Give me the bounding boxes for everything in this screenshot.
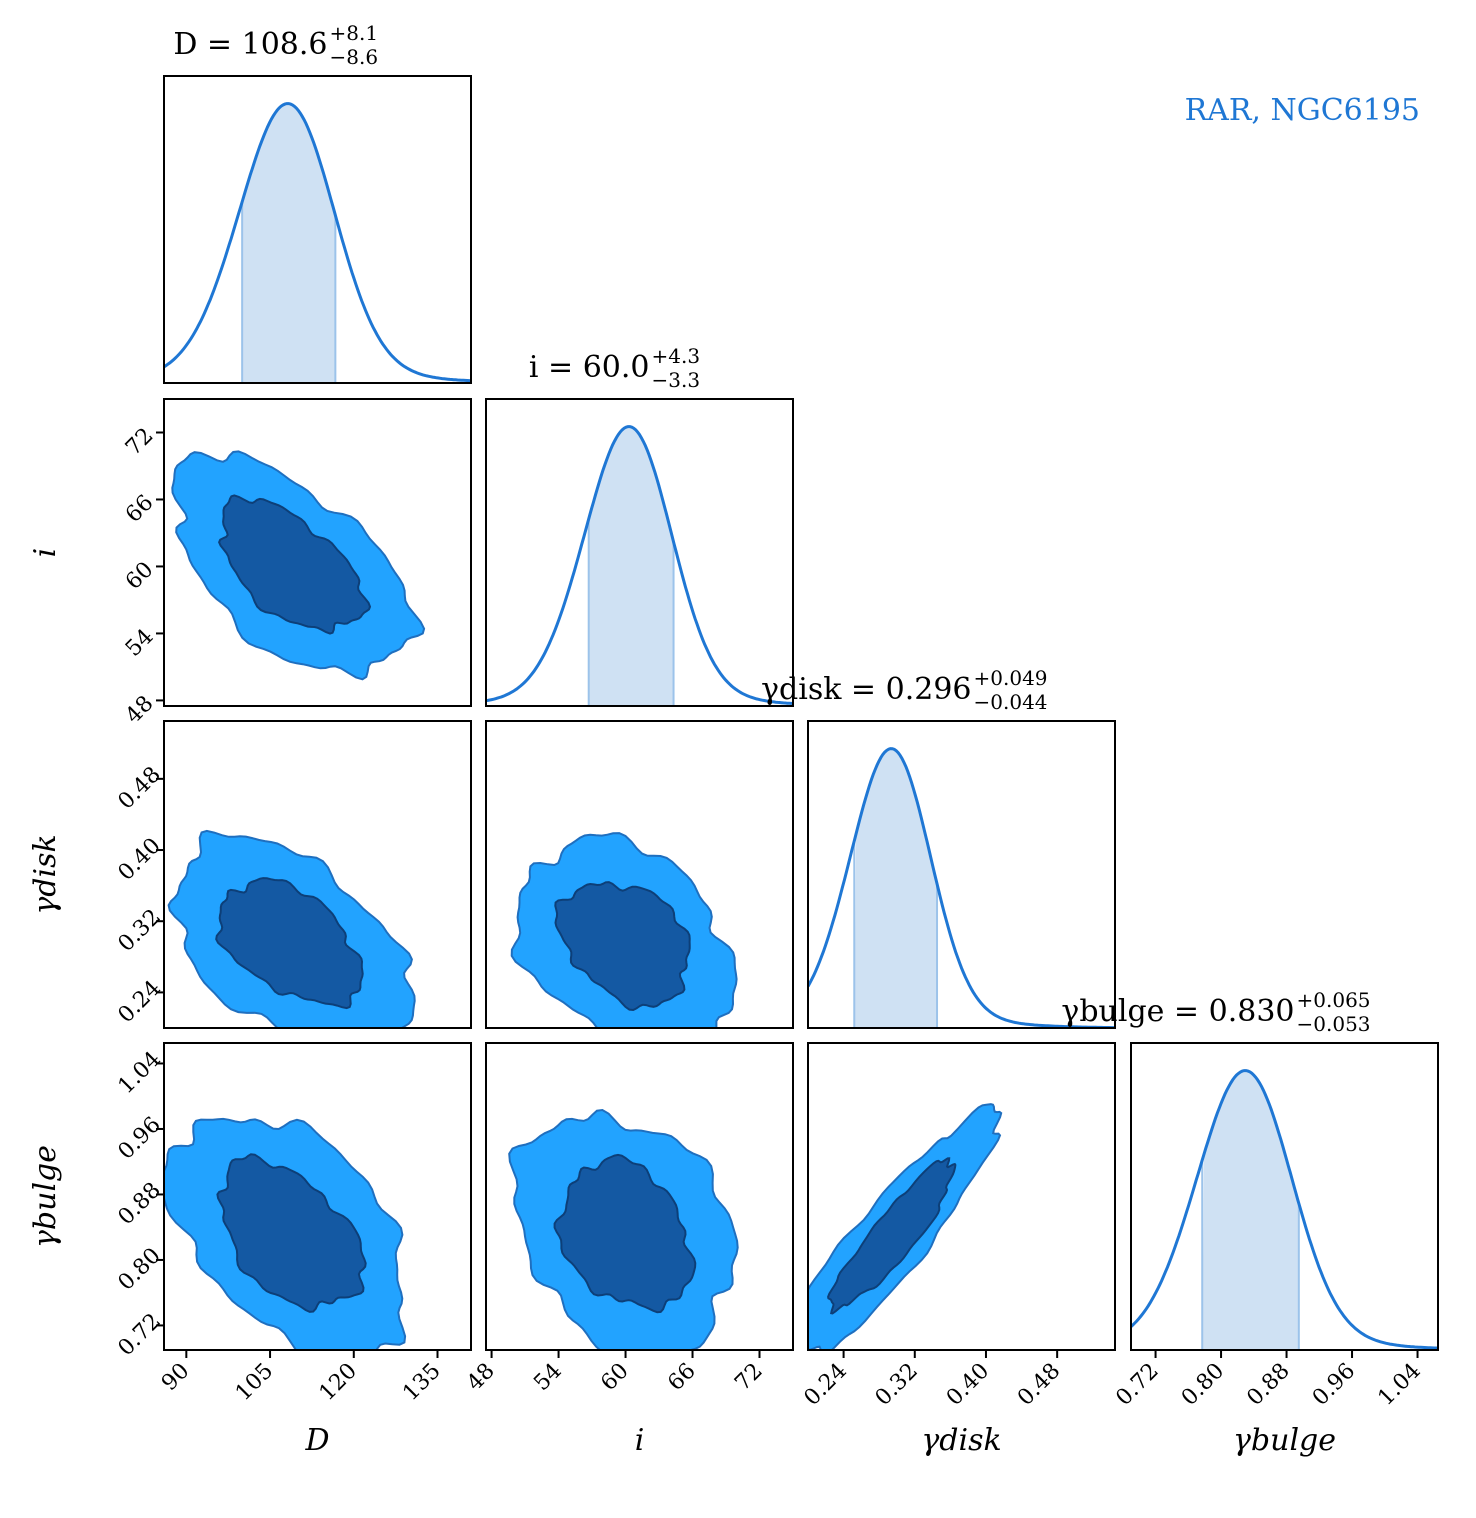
x-tick-label-D: 135 xyxy=(398,1359,445,1406)
panel-frame xyxy=(485,1042,794,1351)
contour-inner xyxy=(553,1153,697,1314)
legend-label: RAR, NGC6195 xyxy=(1185,93,1420,128)
x-tick-label-gamma_bulge: 0.80 xyxy=(1177,1359,1229,1411)
contour-inner xyxy=(554,881,691,1012)
y-tick-label-gamma_bulge: 1.04 xyxy=(114,1047,166,1099)
posterior-panel-gamma_bulge: γbulge = 0.830 +0.065−0.053 xyxy=(1061,988,1439,1351)
posterior-title-plus-i: +4.3 xyxy=(652,344,701,368)
panel-frame-i xyxy=(485,398,794,707)
x-tick-label-i: 54 xyxy=(529,1359,566,1396)
contour-panel-gamma_disk-gamma_bulge xyxy=(807,1042,1116,1351)
panel-frame xyxy=(485,720,794,1029)
posterior-title-minus-D: −8.6 xyxy=(330,45,379,69)
panel-frame xyxy=(807,1042,1116,1351)
contour-inner xyxy=(218,494,372,635)
posterior-title-plus-D: +8.1 xyxy=(330,21,379,45)
posterior-title-D: D = 108.6 xyxy=(173,27,327,62)
panel-frame-gamma_bulge xyxy=(1130,1042,1439,1351)
y-tick-label-gamma_bulge: 0.96 xyxy=(114,1112,166,1164)
x-axis-label-D: D xyxy=(304,1423,329,1458)
y-tick-label-gamma_disk: 0.24 xyxy=(114,976,166,1028)
contour-panel-D-gamma_disk xyxy=(163,720,472,1029)
contour-panel-D-gamma_bulge xyxy=(163,1042,472,1351)
x-tick-label-gamma_disk: 0.32 xyxy=(871,1359,923,1411)
posterior-title-minus-gamma_disk: −0.044 xyxy=(974,690,1048,714)
y-axis-label-i: i xyxy=(28,548,63,558)
x-tick-label-gamma_disk: 0.24 xyxy=(800,1359,852,1411)
x-tick-label-i: 48 xyxy=(462,1359,499,1396)
contour-inner xyxy=(827,1157,957,1315)
y-tick-label-gamma_bulge: 0.72 xyxy=(114,1309,166,1361)
credible-band-gamma_disk xyxy=(854,748,938,1028)
posterior-curve-gamma_disk xyxy=(808,747,1115,1028)
y-tick-label-gamma_bulge: 0.88 xyxy=(114,1178,166,1230)
x-tick-label-gamma_disk: 0.40 xyxy=(942,1359,994,1411)
y-tick-label-i: 60 xyxy=(121,557,158,594)
y-tick-label-i: 66 xyxy=(121,490,158,527)
y-tick-label-gamma_bulge: 0.80 xyxy=(114,1243,166,1295)
x-axis-label-gamma_bulge: γbulge xyxy=(1233,1423,1336,1458)
posterior-panel-gamma_disk: γdisk = 0.296 +0.049−0.044 xyxy=(761,666,1116,1029)
x-tick-label-i: 60 xyxy=(596,1359,633,1396)
x-axis-label-i: i xyxy=(635,1423,645,1458)
posterior-title-minus-i: −3.3 xyxy=(652,368,701,392)
credible-band-gamma_bulge xyxy=(1202,1070,1299,1350)
credible-band-D xyxy=(242,103,336,383)
posterior-panel-D: D = 108.6 +8.1−8.6 xyxy=(163,21,472,384)
x-tick-label-gamma_disk: 0.48 xyxy=(1013,1359,1065,1411)
panel-frame-gamma_disk xyxy=(807,720,1116,1029)
x-tick-label-D: 90 xyxy=(157,1359,194,1396)
x-tick-label-i: 72 xyxy=(730,1359,767,1396)
posterior-curve-i xyxy=(486,425,793,705)
y-tick-label-i: 48 xyxy=(121,691,158,728)
y-tick-label-i: 72 xyxy=(121,423,158,460)
posterior-title-gamma_disk: γdisk = 0.296 xyxy=(761,672,971,707)
x-axis-label-gamma_disk: γdisk xyxy=(921,1423,1001,1458)
panel-frame xyxy=(163,720,472,1029)
x-tick-label-gamma_bulge: 1.04 xyxy=(1373,1359,1425,1411)
posterior-panel-i: i = 60.0 +4.3−3.3 xyxy=(485,344,794,707)
panel-frame-D xyxy=(163,75,472,384)
posterior-title-i: i = 60.0 xyxy=(529,350,650,385)
x-tick-label-D: 105 xyxy=(231,1359,278,1406)
credible-band-i xyxy=(588,426,674,706)
contour-inner xyxy=(216,1153,367,1313)
x-tick-label-i: 66 xyxy=(663,1359,700,1396)
contour-panel-i-gamma_bulge xyxy=(485,1042,794,1351)
posterior-curve-D xyxy=(164,102,471,383)
y-tick-label-gamma_disk: 0.32 xyxy=(114,905,166,957)
y-tick-label-gamma_disk: 0.40 xyxy=(114,833,166,885)
contour-panel-D-i xyxy=(163,398,472,707)
posterior-title-plus-gamma_bulge: +0.065 xyxy=(1297,988,1371,1012)
posterior-title-gamma_bulge: γbulge = 0.830 xyxy=(1061,994,1294,1029)
y-tick-label-i: 54 xyxy=(121,624,158,661)
x-tick-label-gamma_bulge: 0.72 xyxy=(1111,1359,1163,1411)
x-tick-label-gamma_bulge: 0.96 xyxy=(1308,1359,1360,1411)
y-axis-label-gamma_bulge: γbulge xyxy=(28,1145,63,1248)
panel-frame xyxy=(163,398,472,707)
x-tick-label-gamma_bulge: 0.88 xyxy=(1242,1359,1294,1411)
posterior-curve-gamma_bulge xyxy=(1131,1069,1438,1350)
y-axis-label-gamma_disk: γdisk xyxy=(28,834,63,914)
posterior-title-minus-gamma_bulge: −0.053 xyxy=(1297,1012,1371,1036)
panel-frame xyxy=(163,1042,472,1351)
x-tick-label-D: 120 xyxy=(315,1359,362,1406)
contour-inner xyxy=(215,877,364,1010)
posterior-title-plus-gamma_disk: +0.049 xyxy=(974,666,1048,690)
contour-panel-i-gamma_disk xyxy=(485,720,794,1029)
y-tick-label-gamma_disk: 0.48 xyxy=(114,762,166,814)
